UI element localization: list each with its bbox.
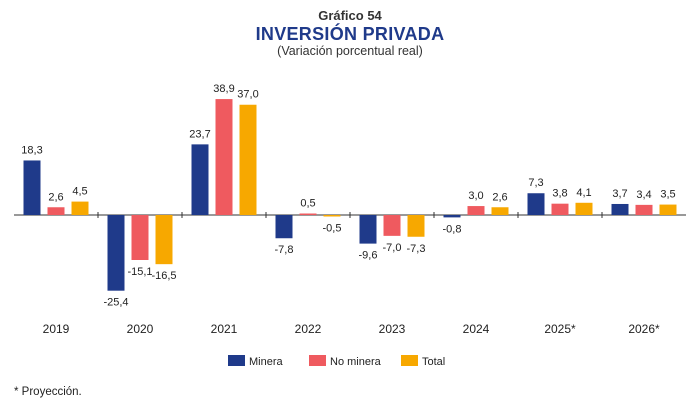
bar-chart: 18,3 2,6 4,5 2019 -25,4 -15,1-16,5 2020 23,7 38,… bbox=[14, 83, 686, 368]
data-label: -0,8 bbox=[443, 223, 462, 235]
bar-no-minera-2021 bbox=[215, 99, 233, 215]
bar-no-minera-2023 bbox=[383, 215, 401, 236]
legend-label: Minera bbox=[249, 356, 284, 368]
data-label: 4,5 bbox=[72, 186, 87, 198]
chart-title: INVERSIÓN PRIVADA bbox=[255, 24, 445, 44]
bar-no-minera-2026 bbox=[635, 204, 653, 215]
bar-total-2024 bbox=[491, 207, 509, 215]
x-tick-label: 2021 bbox=[211, 322, 238, 336]
legend-swatch bbox=[309, 355, 326, 366]
data-label: -7,8 bbox=[275, 244, 294, 256]
bar-total-2022 bbox=[323, 215, 341, 217]
data-label: 37,0 bbox=[237, 89, 258, 101]
legend-label: Total bbox=[422, 356, 445, 368]
bar-total-2026 bbox=[659, 204, 677, 215]
data-label: 3,4 bbox=[636, 189, 651, 201]
bar-minera-2022 bbox=[275, 215, 293, 239]
x-tick-label: 2023 bbox=[379, 322, 406, 336]
data-label: 4,1 bbox=[576, 187, 591, 199]
bar-minera-2020 bbox=[107, 215, 125, 291]
data-label: -15,1 bbox=[127, 266, 152, 278]
bar-total-2019 bbox=[71, 201, 89, 215]
x-tick-label: 2025* bbox=[544, 322, 576, 336]
data-label: 18,3 bbox=[21, 144, 42, 156]
x-tick-label: 2026* bbox=[628, 322, 660, 336]
bar-minera-2025 bbox=[527, 193, 545, 215]
x-tick-label: 2022 bbox=[295, 322, 322, 336]
data-label: 2,6 bbox=[492, 191, 507, 203]
data-label: 3,8 bbox=[552, 188, 567, 200]
data-label: -16,5 bbox=[151, 270, 176, 282]
legend-swatch bbox=[401, 355, 418, 366]
bar-total-2023 bbox=[407, 215, 425, 237]
x-tick-label: 2024 bbox=[463, 322, 490, 336]
legend-swatch bbox=[228, 355, 245, 366]
chart-label: Gráfico 54 bbox=[318, 8, 382, 23]
data-label: 7,3 bbox=[528, 177, 543, 189]
bar-minera-2024 bbox=[443, 215, 461, 218]
data-label: -7,0 bbox=[383, 242, 402, 254]
data-label: 3,0 bbox=[468, 190, 483, 202]
data-label: -9,6 bbox=[359, 250, 378, 262]
bar-total-2025 bbox=[575, 202, 593, 215]
chart-subtitle: (Variación porcentual real) bbox=[277, 44, 423, 58]
data-label: 0,5 bbox=[300, 198, 315, 210]
x-tick-label: 2020 bbox=[127, 322, 154, 336]
data-label: -25,4 bbox=[103, 297, 128, 309]
bar-minera-2021 bbox=[191, 144, 209, 215]
bar-total-2020 bbox=[155, 215, 173, 265]
data-label: 23,7 bbox=[189, 128, 210, 140]
data-label: -7,3 bbox=[407, 243, 426, 255]
bar-no-minera-2019 bbox=[47, 207, 65, 215]
x-tick-label: 2019 bbox=[43, 322, 70, 336]
bar-no-minera-2022 bbox=[299, 213, 317, 215]
footnote: * Proyección. bbox=[14, 386, 82, 398]
legend-label: No minera bbox=[330, 356, 382, 368]
data-label: 3,7 bbox=[612, 188, 627, 200]
bar-no-minera-2020 bbox=[131, 215, 149, 260]
data-label: 2,6 bbox=[48, 191, 63, 203]
bar-minera-2019 bbox=[23, 160, 41, 215]
bar-total-2021 bbox=[239, 104, 257, 215]
data-label: 38,9 bbox=[213, 83, 234, 95]
bar-no-minera-2025 bbox=[551, 203, 569, 215]
bar-minera-2026 bbox=[611, 203, 629, 215]
bar-minera-2023 bbox=[359, 215, 377, 244]
data-label: -0,5 bbox=[323, 222, 342, 234]
data-label: 3,5 bbox=[660, 189, 675, 201]
bar-no-minera-2024 bbox=[467, 206, 485, 215]
